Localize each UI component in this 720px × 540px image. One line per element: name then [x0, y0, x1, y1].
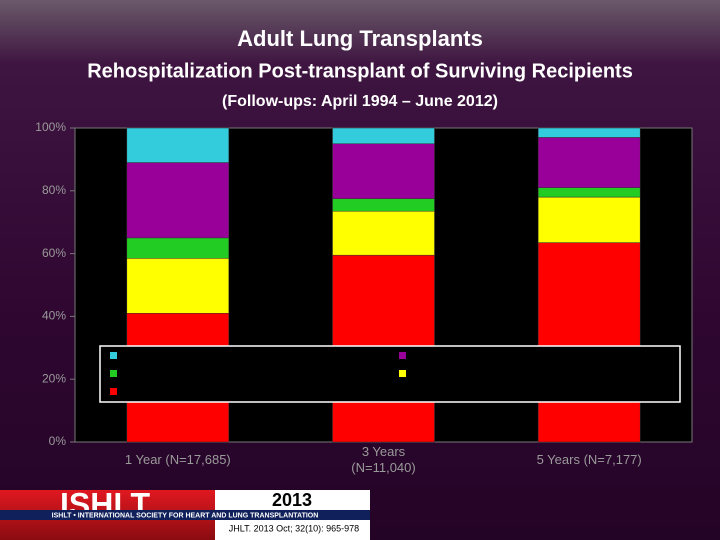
y-tick-label: 20%	[42, 371, 66, 385]
bar-segment	[332, 210, 435, 256]
chart-period: (Follow-ups: April 1994 – June 2012)	[222, 93, 498, 110]
legend-marker	[399, 352, 406, 359]
bar-segment	[126, 127, 230, 163]
bar-segment	[126, 258, 230, 314]
x-tick-label: 1 Year (N=17,685)	[124, 452, 231, 467]
y-tick-label: 60%	[42, 246, 66, 260]
legend-marker	[110, 352, 117, 359]
chart-title: Adult Lung Transplants	[237, 26, 483, 51]
bar-segment	[126, 237, 230, 259]
bar-segment	[537, 127, 641, 138]
bar-segment	[332, 198, 435, 212]
y-tick-label: 40%	[42, 309, 66, 323]
bar-segment	[537, 196, 641, 243]
legend-marker	[110, 370, 117, 377]
bar-segment	[537, 242, 641, 443]
x-tick-label: 5 Years (N=7,177)	[536, 452, 642, 467]
bar-segment	[332, 127, 435, 144]
bar-segment	[537, 187, 641, 198]
bar-segment	[332, 143, 435, 199]
y-tick-label: 80%	[42, 183, 66, 197]
x-tick-label: 3 Years (N=11,040)	[351, 444, 416, 475]
y-tick-label: 0%	[49, 434, 67, 448]
legend-box	[99, 345, 681, 403]
legend-marker	[110, 388, 117, 395]
bar-segment	[126, 162, 230, 239]
chart-subtitle: Rehospitalization Post-transplant of Sur…	[87, 60, 633, 82]
y-tick-label: 100%	[35, 120, 66, 134]
legend-marker	[399, 370, 406, 377]
bar-segment	[537, 137, 641, 188]
